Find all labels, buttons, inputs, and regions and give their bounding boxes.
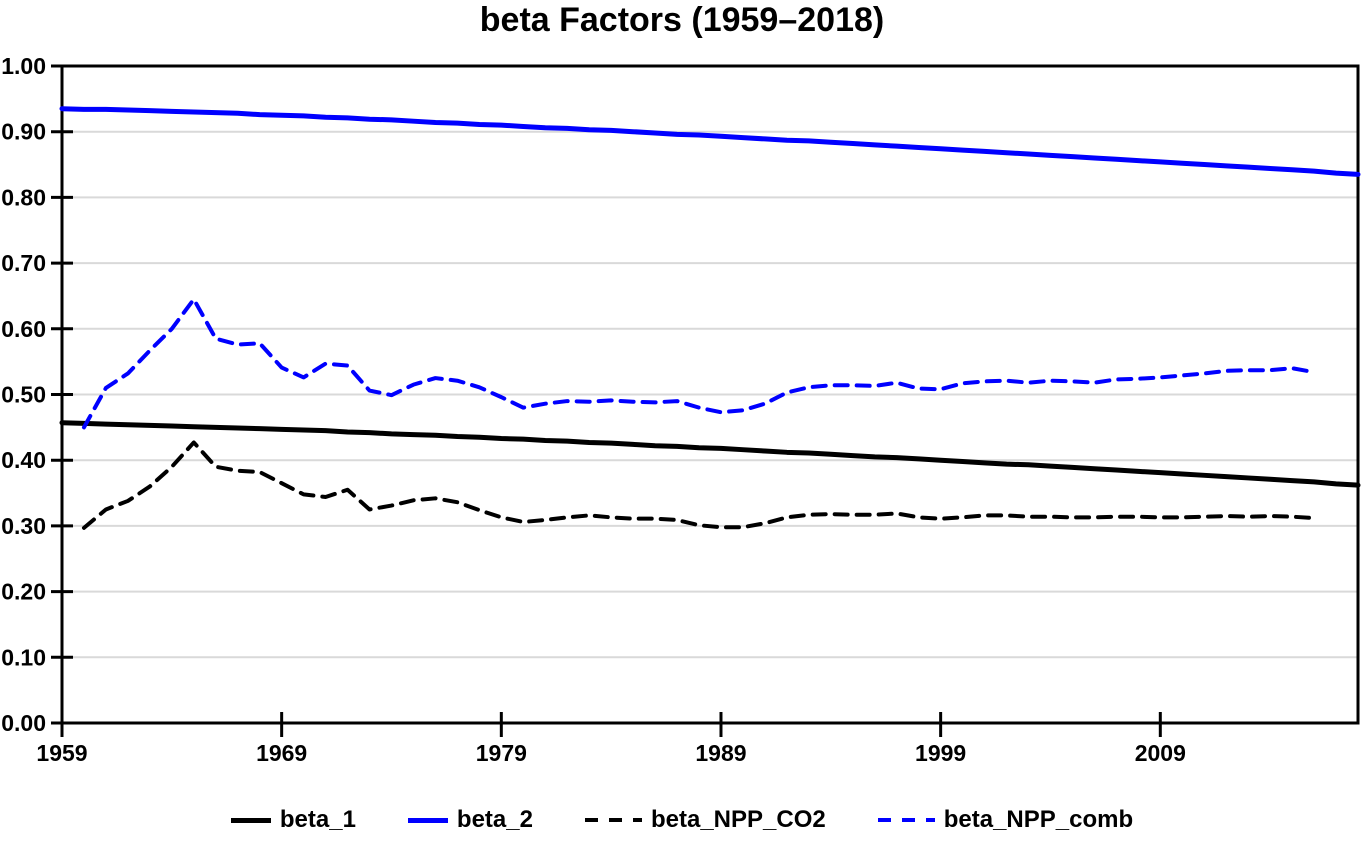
svg-text:1989: 1989 — [695, 740, 746, 766]
svg-text:0.70: 0.70 — [1, 250, 46, 276]
svg-text:0.50: 0.50 — [1, 382, 46, 408]
legend-item-beta-npp-comb: beta_NPP_comb — [877, 806, 1134, 834]
legend-label-beta-2: beta_2 — [456, 806, 533, 833]
legend-label-beta-npp-comb: beta_NPP_comb — [943, 806, 1134, 833]
svg-text:0.40: 0.40 — [1, 447, 46, 473]
legend-item-beta-npp-co2: beta_NPP_CO2 — [584, 806, 826, 834]
svg-text:0.20: 0.20 — [1, 579, 46, 605]
legend-label-beta-npp-co2: beta_NPP_CO2 — [650, 806, 826, 833]
svg-text:0.80: 0.80 — [1, 184, 46, 210]
legend-item-beta-1: beta_1 — [230, 806, 356, 834]
legend-item-beta-2: beta_2 — [407, 806, 533, 834]
legend-line-sample-solid-black-icon — [230, 817, 271, 823]
svg-text:2009: 2009 — [1135, 740, 1186, 766]
svg-text:0.60: 0.60 — [1, 316, 46, 342]
svg-text:1999: 1999 — [915, 740, 966, 766]
legend-line-sample-solid-blue-icon — [407, 817, 448, 823]
svg-text:1969: 1969 — [256, 740, 307, 766]
legend-label-beta-1: beta_1 — [279, 806, 356, 833]
plot-area: 0.00 0.10 0.20 0.30 0.40 0.50 0.60 0.70 0.80 0.90… — [1, 53, 1361, 766]
svg-text:1979: 1979 — [476, 740, 527, 766]
svg-text:0.90: 0.90 — [1, 119, 46, 145]
legend-line-sample-dashed-blue-icon — [877, 818, 935, 822]
svg-text:0.30: 0.30 — [1, 513, 46, 539]
legend-line-sample-dashed-black-icon — [584, 818, 642, 822]
chart-title: beta Factors (1959–2018) — [479, 1, 885, 39]
svg-text:0.10: 0.10 — [1, 644, 46, 670]
svg-text:1.00: 1.00 — [1, 53, 46, 79]
svg-text:0.00: 0.00 — [1, 710, 46, 736]
svg-text:1959: 1959 — [36, 740, 87, 766]
legend: beta_1 beta_2 beta_NPP_CO2 beta_NPP_comb — [0, 800, 1364, 840]
